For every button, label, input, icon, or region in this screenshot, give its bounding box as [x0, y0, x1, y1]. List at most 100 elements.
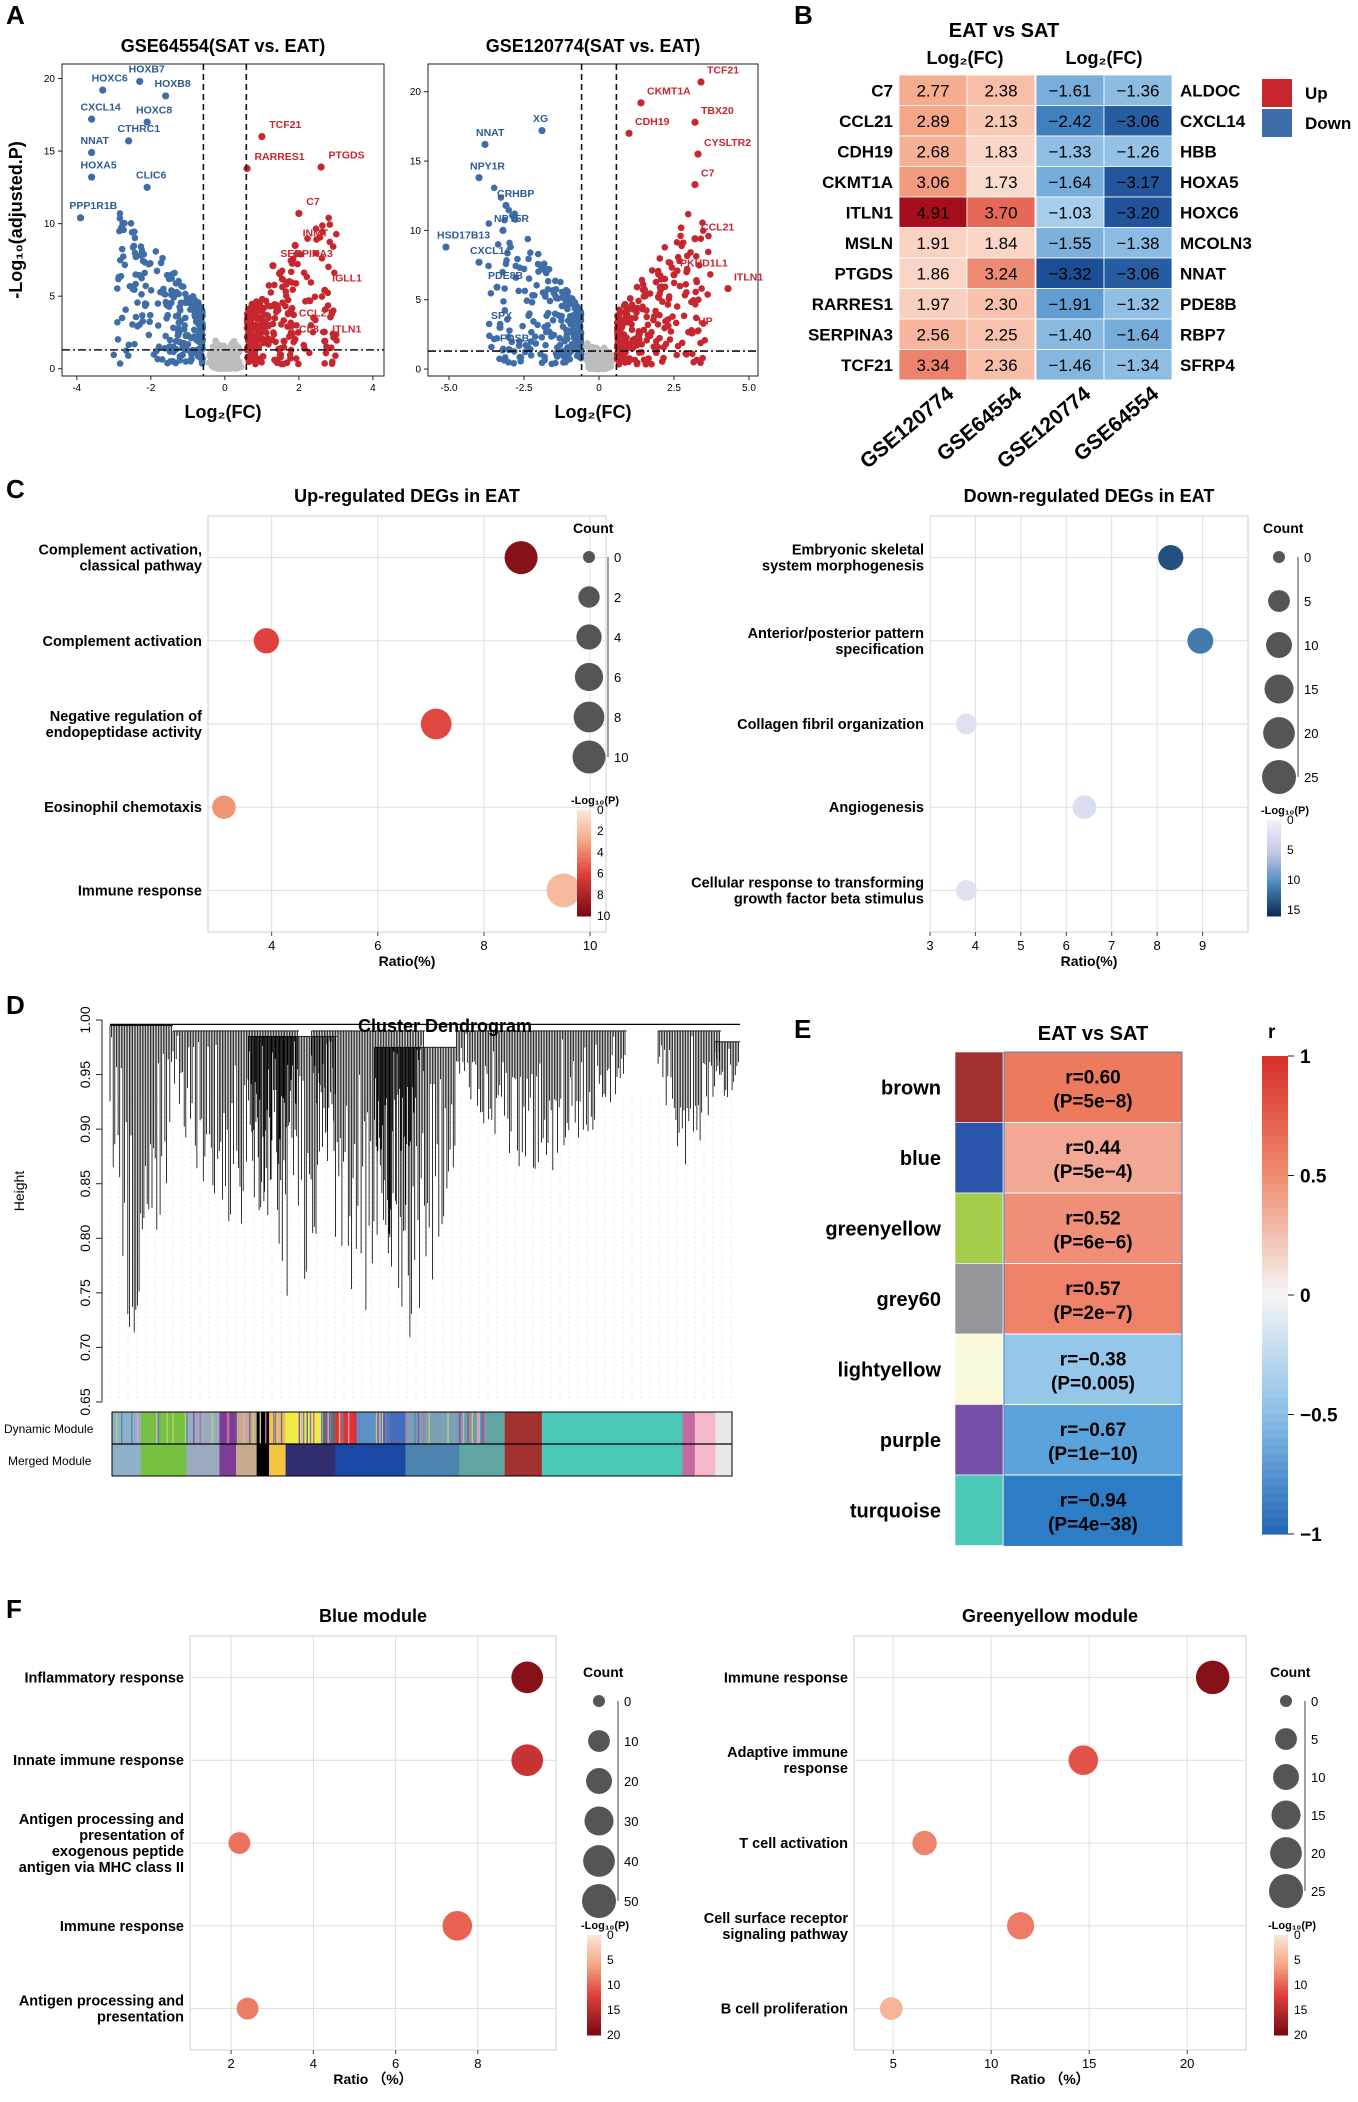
bubble-chart-blue-module: Blue module Inflammatory response Innate i…: [13, 1606, 638, 2087]
point-up: [326, 238, 334, 246]
point-down: [542, 328, 550, 336]
heat-cell-value: −1.64: [1116, 325, 1159, 344]
colorbar-step: [1262, 1063, 1288, 1073]
point-down: [138, 291, 145, 298]
panel-label-c: C: [6, 474, 25, 504]
merged-module-segment: [269, 1444, 287, 1476]
dynamic-module-segment: [256, 1412, 270, 1444]
point-ns: [584, 340, 591, 347]
point-labeled: [670, 271, 678, 279]
module-name: turquoise: [850, 1500, 941, 1522]
point-down: [165, 303, 173, 310]
colorbar-step: [1267, 868, 1281, 871]
colorbar-step: [577, 810, 591, 814]
point-down: [538, 333, 546, 341]
gene-label: FOSB: [500, 332, 530, 344]
heat-cell-value: 2.68: [916, 142, 949, 161]
point-down: [139, 312, 146, 319]
merged-module-segment: [335, 1444, 357, 1476]
y-tick-label: 5: [415, 295, 421, 306]
point-down: [196, 338, 203, 346]
point-down: [515, 287, 522, 295]
point-up: [682, 350, 689, 357]
heat-cell-value: −1.26: [1116, 142, 1159, 161]
heat-cell: [898, 166, 968, 198]
module-stripe: [226, 1412, 229, 1444]
term-label: Immune response: [724, 1670, 848, 1686]
point-labeled: [481, 140, 489, 149]
colorbar-label: 4: [597, 845, 604, 859]
module-stripe: [274, 1412, 277, 1444]
color-legend-title: -Log₁₀(P): [1261, 805, 1309, 817]
point-up: [251, 351, 259, 359]
size-legend-circle: [1280, 1695, 1292, 1707]
colorbar-step: [577, 815, 591, 819]
point-up: [260, 304, 268, 312]
bubble-point: [912, 1830, 937, 1856]
point-down: [525, 275, 533, 282]
correlation-value: r=0.60: [1065, 1067, 1120, 1088]
fold-change-heatmap: EAT vs SAT Log₂(FC) Log₂(FC) C7 2.77 2.38 CCL2…: [808, 20, 1351, 473]
gene-name-down: MCOLN3: [1180, 234, 1252, 253]
term-label: Immune response: [60, 1919, 184, 1935]
point-up: [682, 280, 690, 288]
point-up: [276, 351, 284, 358]
colorbar-step: [1267, 877, 1281, 881]
cell-frame: [1003, 1051, 1183, 1546]
point-up: [318, 254, 326, 262]
point-up: [294, 329, 302, 336]
point-down: [146, 318, 153, 326]
point-ns: [594, 351, 602, 359]
point-up: [656, 311, 663, 319]
correlation-cell: [1003, 1122, 1183, 1194]
correlation-pvalue: (P=6e−6): [1053, 1232, 1132, 1253]
size-legend-label: 5: [1304, 594, 1311, 609]
module-stripe: [186, 1412, 188, 1444]
heat-cell-value: −1.33: [1048, 142, 1091, 161]
colorbar-step: [587, 1985, 601, 1988]
point-down: [175, 329, 183, 337]
colorbar-step: [587, 2027, 601, 2031]
point-down: [516, 264, 523, 271]
colorbar-step: [1262, 1056, 1288, 1065]
point-down: [544, 286, 552, 293]
colorbar-step: [577, 908, 591, 912]
module-stripe: [375, 1412, 378, 1444]
module-stripe: [377, 1412, 379, 1444]
gene-label: CLIC6: [136, 170, 166, 182]
colorbar-step: [587, 1975, 601, 1978]
point-up: [697, 339, 704, 347]
point-down: [178, 352, 185, 359]
point-down: [114, 319, 121, 326]
point-labeled: [317, 163, 325, 171]
correlation-cell: [1003, 1404, 1183, 1476]
branch-cluster: [456, 1030, 627, 1171]
y-tick-label: 0.80: [77, 1224, 93, 1251]
bubble-point: [955, 880, 977, 901]
colorbar-step: [1262, 1151, 1288, 1161]
point-down: [177, 299, 185, 307]
colorbar-step: [1262, 1502, 1288, 1511]
module-stripe: [131, 1412, 133, 1444]
colorbar-step: [1267, 824, 1281, 828]
row-label-merged: Merged Module: [8, 1454, 92, 1468]
colorbar-step: [587, 2030, 601, 2033]
heat-cell-value: −1.32: [1116, 295, 1159, 314]
gene-label: INMT: [303, 228, 329, 240]
point-up: [282, 302, 289, 310]
colorbar-step: [577, 910, 591, 914]
point-down: [152, 248, 160, 255]
colorbar-step: [577, 897, 591, 901]
point-up: [265, 282, 273, 289]
y-tick-label: 10: [410, 226, 422, 237]
gene-label: TCF21: [269, 119, 301, 131]
point-down: [507, 243, 514, 251]
point-down: [544, 277, 552, 285]
point-down: [121, 261, 129, 269]
term-label: exogenous peptide: [52, 1844, 184, 1860]
correlation-value: r=0.52: [1065, 1208, 1120, 1229]
module-stripe: [405, 1412, 407, 1444]
point-up: [698, 285, 705, 292]
point-down: [553, 344, 561, 351]
colorbar-step: [587, 1950, 601, 1953]
